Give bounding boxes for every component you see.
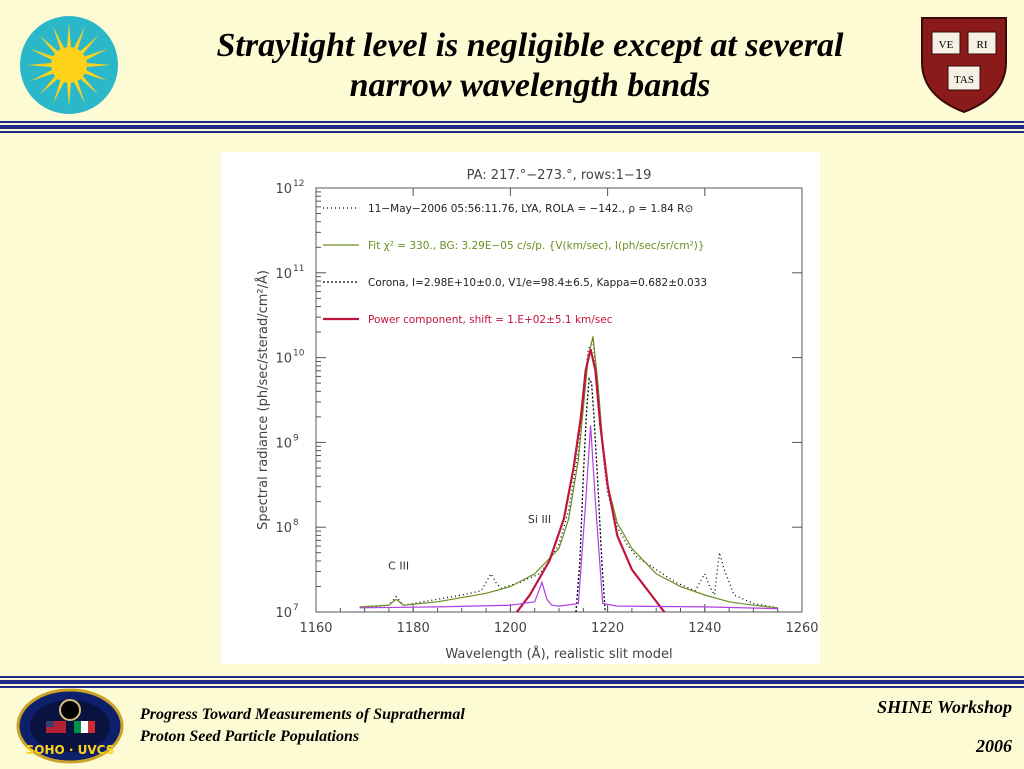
sun-ray: [78, 74, 99, 95]
sun-ray: [39, 35, 60, 56]
y-tick-label-exponent: 8: [293, 518, 299, 528]
x-tick-label: 1240: [688, 621, 721, 636]
sun-ray: [66, 23, 72, 50]
sun-ray: [82, 48, 108, 61]
slide-title-line2: narrow wavelength bands: [349, 67, 711, 104]
series-line-4: [359, 425, 778, 610]
shield-text-2: RI: [977, 39, 988, 51]
slide-title-line1: Straylight level is negligible except at…: [216, 27, 844, 64]
legend-entry: Fit χ² = 330., BG: 3.29E−05 c/s/p. {V(km…: [368, 240, 705, 252]
series-line-1: [359, 336, 778, 609]
footer-event-year: 2006: [976, 736, 1012, 756]
shield-text-3: TAS: [954, 74, 974, 86]
y-tick-label: 10: [275, 521, 292, 536]
sun-ray: [27, 62, 54, 68]
legend-entry: Corona, I=2.98E+10±0.0, V1/e=98.4±6.5, K…: [368, 277, 707, 289]
footer-left-line2: Proton Seed Particle Populations: [140, 728, 360, 745]
bottom-divider: [0, 675, 1024, 688]
footer-left-line1: Progress Toward Measurements of Suprathe…: [140, 706, 465, 723]
y-tick-label-exponent: 12: [293, 179, 304, 189]
spectrum-chart: PA: 217.°−273.°, rows:1−19 1160 1180 1200 1…: [221, 152, 820, 664]
sun-ray: [30, 69, 56, 82]
x-tick-label: 1200: [494, 621, 527, 636]
sun-ray: [78, 35, 99, 56]
y-tick-label: 10: [275, 606, 292, 621]
sun-ray: [84, 62, 111, 68]
y-axis-label: Spectral radiance (ph/sec/sterad/cm²/Å): [255, 270, 271, 530]
legend-entry: 11−May−2006 05:56:11.76, LYA, ROLA = −14…: [368, 203, 693, 215]
shield-text-1: VE: [939, 39, 954, 51]
x-tick-label: 1220: [591, 621, 624, 636]
sun-ray: [66, 80, 72, 107]
y-tick-label-exponent: 10: [293, 349, 305, 359]
sun-ray: [52, 26, 65, 52]
y-tick-label-exponent: 7: [293, 603, 299, 613]
x-axis-label: Wavelength (Å), realistic slit model: [445, 646, 672, 662]
soho-uvcs-logo-icon: SOHO · UVCS: [16, 688, 124, 764]
slide-title: Straylight level is negligible except at…: [140, 26, 920, 106]
sun-ray: [30, 48, 56, 61]
sun-ray: [73, 78, 86, 104]
footer-event: SHINE Workshop 2006: [877, 697, 1012, 757]
top-divider: [0, 120, 1024, 133]
spectral-line-annotation: Si III: [528, 513, 551, 526]
harvard-shield-icon: VE RI TAS: [918, 14, 1010, 114]
footer-presentation-title: Progress Toward Measurements of Suprathe…: [140, 704, 465, 748]
sun-ray: [39, 74, 60, 95]
footer-event-name: SHINE Workshop: [877, 697, 1012, 717]
x-tick-label: 1260: [785, 621, 818, 636]
chart-title: PA: 217.°−273.°, rows:1−19: [467, 168, 652, 183]
y-tick-label: 10: [275, 436, 292, 451]
y-tick-label-exponent: 11: [293, 264, 304, 274]
legend-entry: Power component, shift = 1.E+02±5.1 km/s…: [368, 314, 613, 326]
y-tick-label: 10: [275, 267, 292, 282]
series-line-0: [359, 338, 778, 609]
x-tick-label: 1180: [397, 621, 430, 636]
x-tick-label: 1160: [299, 621, 332, 636]
y-tick-label-exponent: 9: [293, 433, 299, 443]
y-tick-label: 10: [275, 182, 292, 197]
sun-ray: [82, 69, 108, 82]
y-tick-label: 10: [275, 352, 292, 367]
sun-logo-icon: [18, 14, 120, 116]
series-line-3: [515, 348, 666, 612]
sun-ray: [73, 26, 86, 52]
spectral-line-annotation: C III: [388, 560, 409, 573]
sun-ray: [52, 78, 65, 104]
soho-badge-text: SOHO · UVCS: [26, 743, 115, 757]
series-line-2: [575, 376, 606, 612]
